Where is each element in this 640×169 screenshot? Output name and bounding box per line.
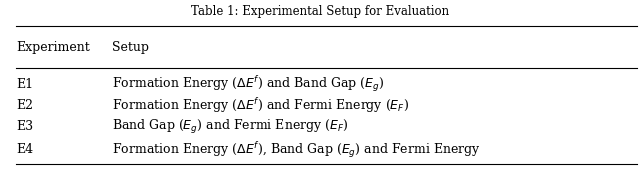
Text: Experiment: Experiment [16, 41, 90, 54]
Text: E4: E4 [16, 143, 33, 156]
Text: E3: E3 [16, 120, 33, 133]
Text: Band Gap ($E_{g}$) and Fermi Energy ($E_{F}$): Band Gap ($E_{g}$) and Fermi Energy ($E_… [112, 118, 349, 136]
Text: Formation Energy ($\Delta E^{f}$) and Fermi Energy ($E_{F}$): Formation Energy ($\Delta E^{f}$) and Fe… [112, 96, 409, 115]
Text: Setup: Setup [112, 41, 149, 54]
Text: Formation Energy ($\Delta E^{f}$) and Band Gap ($E_{g}$): Formation Energy ($\Delta E^{f}$) and Ba… [112, 75, 384, 94]
Text: Formation Energy ($\Delta E^{f}$), Band Gap ($E_{g}$) and Fermi Energy: Formation Energy ($\Delta E^{f}$), Band … [112, 140, 481, 160]
Text: E2: E2 [16, 99, 33, 112]
Text: Table 1: Experimental Setup for Evaluation: Table 1: Experimental Setup for Evaluati… [191, 5, 449, 18]
Text: E1: E1 [16, 78, 33, 91]
